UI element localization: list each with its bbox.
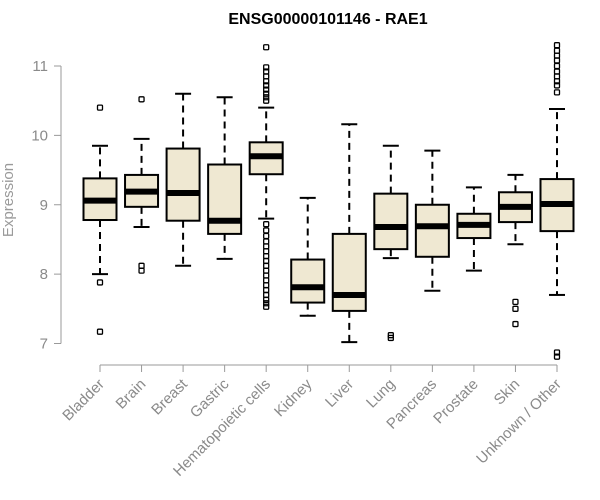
- x-tick-label: Prostate: [430, 376, 482, 428]
- chart-title: ENSG00000101146 - RAE1: [228, 11, 427, 28]
- box: [290, 258, 326, 304]
- x-tick-label: Lung: [363, 376, 399, 412]
- outlier-point: [263, 86, 270, 93]
- box-group: [497, 173, 533, 328]
- y-tick-label: 8: [40, 266, 48, 283]
- outlier-point: [263, 232, 270, 240]
- outlier-point: [553, 82, 561, 89]
- box-group: [414, 149, 450, 292]
- box: [331, 232, 367, 312]
- y-tick-label: 10: [31, 127, 48, 144]
- outlier-point: [263, 296, 270, 303]
- x-tick-label: Bladder: [59, 376, 108, 425]
- box: [165, 147, 201, 222]
- outlier-point: [553, 78, 561, 85]
- outlier-point: [263, 64, 270, 71]
- outlier-point: [387, 334, 394, 342]
- box-group: [331, 123, 367, 344]
- outlier-point: [553, 62, 561, 70]
- y-axis-label: Expression: [0, 163, 17, 237]
- x-tick-label: Breast: [148, 375, 191, 418]
- box: [414, 203, 450, 258]
- outlier-point: [263, 300, 270, 307]
- outlier-point: [263, 221, 270, 228]
- outlier-point: [96, 328, 104, 335]
- box-group: [82, 104, 118, 335]
- outlier-point: [553, 353, 561, 360]
- outlier-point: [553, 349, 561, 356]
- outlier-point: [263, 44, 270, 51]
- outlier-point: [263, 227, 270, 234]
- y-tick-label: 9: [40, 197, 48, 214]
- outlier-point: [512, 320, 519, 328]
- box-group: [373, 144, 409, 342]
- box-group: [248, 44, 284, 310]
- outlier-point: [553, 89, 561, 96]
- y-tick-label: 7: [40, 336, 48, 353]
- x-tick-label: Liver: [322, 376, 357, 411]
- x-tick-label: Kidney: [271, 375, 316, 420]
- x-tick-label: Skin: [491, 376, 524, 409]
- outlier-point: [553, 42, 561, 49]
- box-group: [290, 196, 326, 317]
- box-group: [124, 96, 160, 274]
- box-group: [207, 96, 243, 260]
- outlier-point: [138, 96, 145, 103]
- box-group: [456, 186, 492, 272]
- boxes: [82, 42, 575, 360]
- outlier-point: [138, 267, 145, 274]
- box: [373, 192, 409, 251]
- outlier-point: [263, 90, 270, 97]
- outlier-point: [96, 104, 104, 111]
- outlier-point: [263, 303, 270, 310]
- outlier-point: [512, 298, 519, 306]
- box-group: [539, 42, 575, 360]
- x-tick-label: Brain: [113, 376, 150, 413]
- outlier-point: [263, 97, 270, 104]
- outlier-point: [96, 279, 104, 286]
- y-tick-label: 11: [32, 58, 48, 75]
- box-group: [165, 92, 201, 267]
- outlier-point: [263, 82, 270, 89]
- outlier-point: [512, 305, 519, 312]
- outlier-point: [263, 94, 270, 101]
- outlier-point: [263, 78, 270, 85]
